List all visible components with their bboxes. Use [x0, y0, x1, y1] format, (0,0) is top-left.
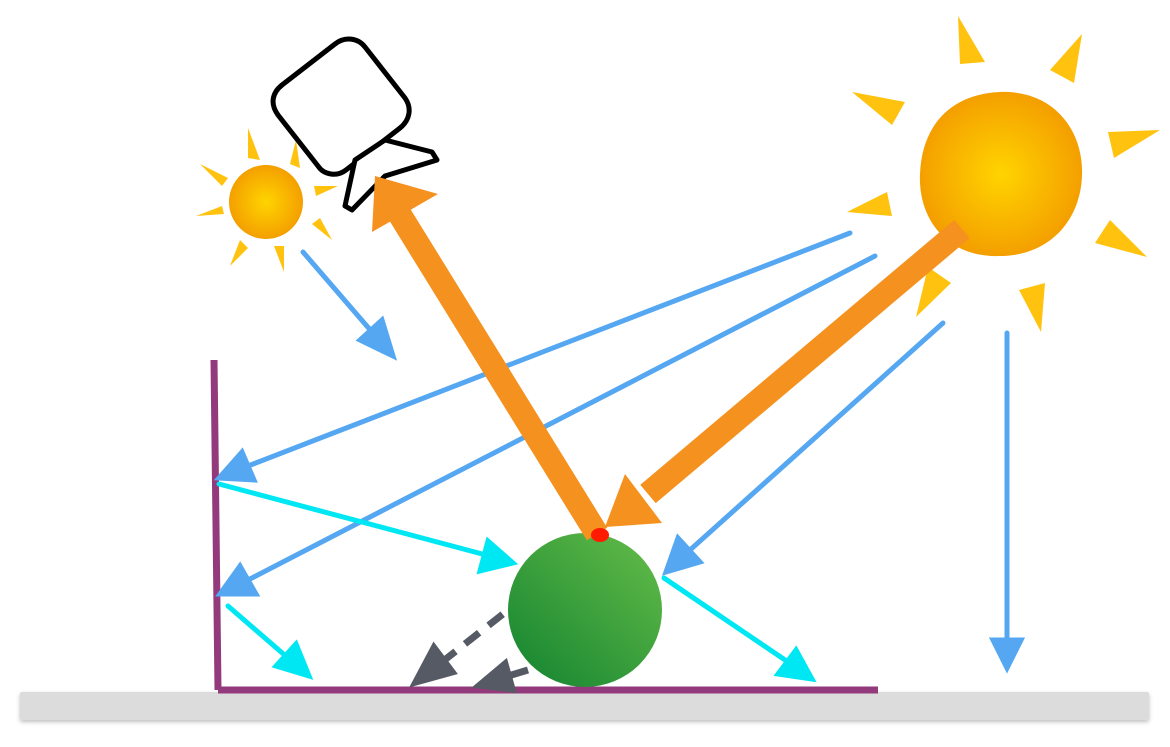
bounce-wall-to-floor [225, 603, 291, 661]
wall-surface [210, 359, 222, 691]
camera-ray [372, 176, 608, 541]
direct-ray-to-wall-bottom [245, 253, 878, 583]
bounce-wall-to-sphere [216, 481, 489, 558]
bounce-sphere-to-floor [661, 575, 791, 665]
direct-ray-to-sphere [687, 320, 946, 553]
bounced-light-rays [216, 481, 817, 683]
sphere-icon [508, 533, 662, 687]
camera-icon [270, 36, 440, 213]
direct-ray-to-wall-top [245, 230, 853, 469]
wall-and-floor [210, 359, 878, 694]
hit-point [591, 528, 609, 542]
large-sun-icon [847, 16, 1160, 332]
ground-plane [20, 692, 1149, 720]
direct-light-rays [213, 230, 1026, 674]
light-to-hit-ray [605, 219, 970, 527]
direct-ray-small-sun [300, 249, 375, 335]
small-sun-icon [196, 128, 338, 272]
